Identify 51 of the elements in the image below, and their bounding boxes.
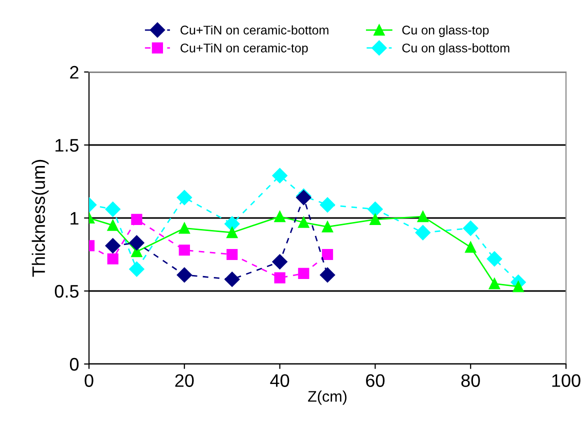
y-tick-label: 0.5 bbox=[54, 284, 79, 298]
point bbox=[272, 254, 288, 270]
point bbox=[488, 278, 500, 290]
point bbox=[129, 235, 144, 250]
point bbox=[226, 248, 238, 260]
point bbox=[272, 168, 288, 184]
x-tick-label: 100 bbox=[552, 374, 580, 387]
point bbox=[131, 214, 142, 226]
point bbox=[320, 267, 336, 283]
point bbox=[512, 281, 524, 292]
point bbox=[417, 210, 428, 222]
legend-label: Cu on glass-bottom bbox=[402, 43, 510, 55]
point bbox=[370, 214, 381, 226]
y-tick-label: 0 bbox=[70, 358, 79, 371]
x-tick-label: 40 bbox=[270, 374, 290, 387]
x-tick-label: 80 bbox=[461, 374, 480, 387]
point bbox=[129, 262, 144, 277]
point bbox=[463, 220, 478, 236]
point bbox=[107, 220, 118, 231]
x-tick-label: 0 bbox=[84, 374, 94, 387]
x-tick-label: 60 bbox=[366, 374, 385, 387]
point bbox=[415, 225, 430, 240]
point bbox=[298, 268, 310, 280]
point bbox=[465, 242, 476, 253]
legend-label: Cu+TiN on ceramic-top bbox=[180, 43, 308, 55]
y-tick-label: 2 bbox=[70, 66, 78, 79]
point bbox=[178, 244, 190, 256]
point bbox=[486, 251, 502, 266]
x-tick-label: 20 bbox=[175, 374, 194, 387]
point bbox=[298, 216, 310, 228]
x-axis-title: Z(cm) bbox=[308, 390, 346, 405]
point bbox=[176, 267, 192, 283]
point bbox=[178, 222, 190, 234]
point bbox=[105, 202, 120, 217]
point bbox=[322, 248, 334, 260]
point bbox=[368, 202, 383, 217]
point bbox=[274, 272, 286, 284]
point bbox=[176, 190, 192, 206]
y-tick-label: 1 bbox=[70, 212, 78, 225]
point bbox=[322, 221, 334, 232]
point bbox=[274, 210, 286, 222]
point bbox=[224, 272, 240, 287]
y-axis-title: Thickness(um) bbox=[32, 160, 49, 277]
legend-label: Cu on glass-top bbox=[402, 25, 489, 38]
point bbox=[105, 238, 120, 254]
legend-label: Cu+TiN on ceramic-bottom bbox=[180, 25, 328, 35]
point bbox=[107, 253, 118, 264]
point bbox=[226, 227, 238, 238]
y-tick-label: 1.5 bbox=[56, 139, 79, 152]
point bbox=[224, 216, 240, 232]
point bbox=[320, 197, 336, 212]
